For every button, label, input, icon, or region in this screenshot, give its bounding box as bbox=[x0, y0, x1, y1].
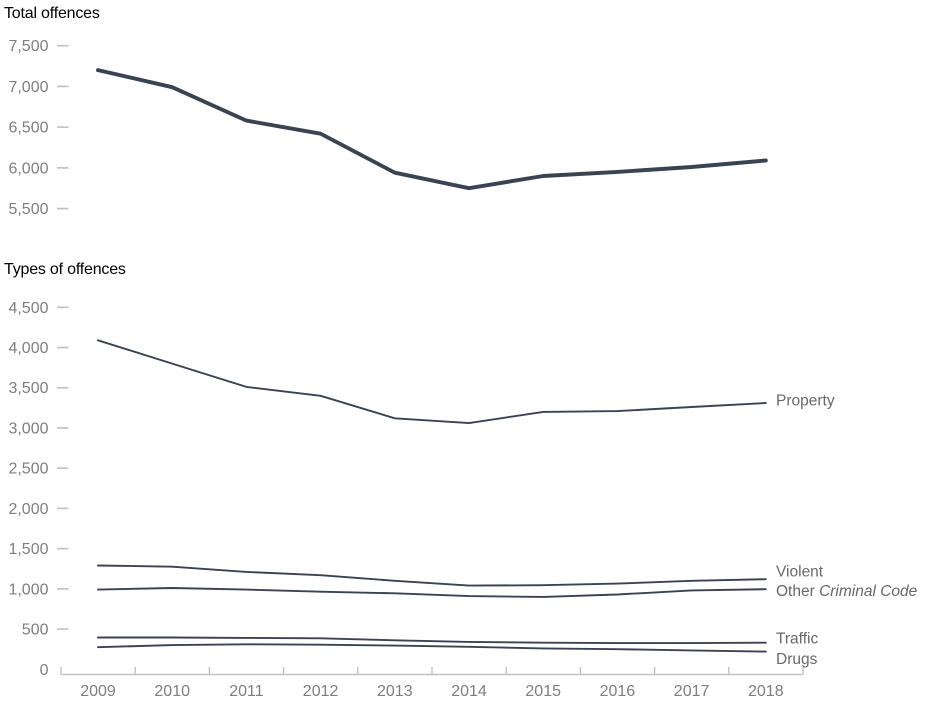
series-line-total-offences bbox=[96, 68, 768, 191]
types-of-offences-title: Types of offences bbox=[4, 261, 126, 278]
series-line-property bbox=[97, 339, 767, 425]
y-tick-label: 3,000 bbox=[8, 420, 48, 437]
series-label-property: Property bbox=[776, 393, 835, 410]
x-tick-label-2017: 2017 bbox=[674, 683, 710, 700]
x-tick-label-2015: 2015 bbox=[525, 683, 561, 700]
y-tick-label: 5,500 bbox=[8, 201, 48, 218]
y-tick-label: 2,500 bbox=[8, 461, 48, 478]
y-tick-label: 4,500 bbox=[8, 300, 48, 317]
y-tick-label: 6,500 bbox=[8, 120, 48, 137]
x-tick-label-2013: 2013 bbox=[377, 683, 413, 700]
total-offences-title: Total offences bbox=[4, 5, 100, 22]
y-tick-label: 7,500 bbox=[8, 38, 48, 55]
series-label-violent: Violent bbox=[776, 564, 824, 581]
x-tick-label-2009: 2009 bbox=[80, 683, 116, 700]
x-tick-label-2010: 2010 bbox=[154, 683, 190, 700]
series-label-other-criminal-code: Other Criminal Code bbox=[776, 583, 918, 600]
series-label-traffic: Traffic bbox=[776, 631, 818, 648]
series-label-drugs: Drugs bbox=[776, 651, 818, 668]
y-tick-label: 500 bbox=[22, 622, 49, 639]
x-tick-label-2011: 2011 bbox=[229, 683, 264, 700]
x-tick-label-2018: 2018 bbox=[748, 683, 784, 700]
y-tick-label: 1,000 bbox=[8, 581, 48, 598]
y-tick-label: 2,000 bbox=[8, 501, 48, 518]
x-tick-label-2012: 2012 bbox=[303, 683, 339, 700]
y-tick-label: 3,500 bbox=[8, 380, 48, 397]
y-tick-label: 1,500 bbox=[8, 541, 48, 558]
series-line-drugs bbox=[97, 643, 767, 653]
y-tick-label: 7,000 bbox=[8, 79, 48, 96]
series-line-traffic bbox=[97, 636, 767, 645]
series-line-violent bbox=[97, 564, 767, 587]
x-tick-label-2016: 2016 bbox=[600, 683, 636, 700]
y-tick-label: 6,000 bbox=[8, 160, 48, 177]
series-line-other-criminal-code bbox=[97, 587, 767, 598]
y-tick-label: 4,000 bbox=[8, 340, 48, 357]
y-tick-label: 0 bbox=[40, 662, 49, 679]
x-tick-label-2014: 2014 bbox=[451, 683, 487, 700]
